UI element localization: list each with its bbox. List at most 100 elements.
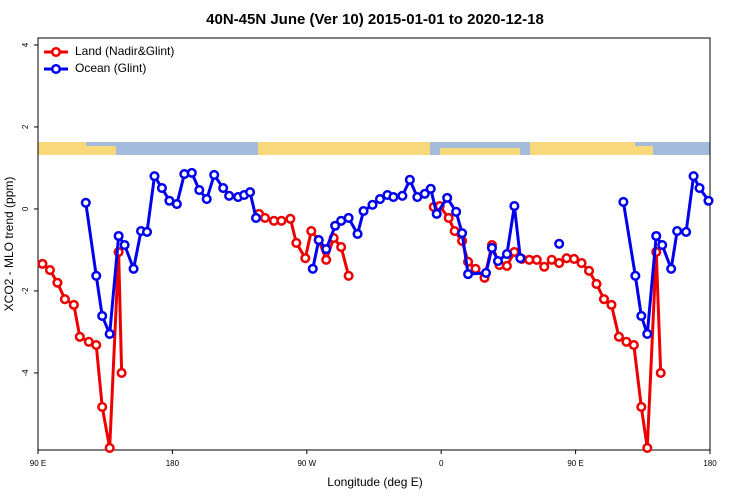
data-point [694, 182, 705, 194]
data-point [515, 253, 526, 264]
data-point [539, 261, 550, 272]
y-tick-label: 2 [21, 124, 30, 129]
data-point [291, 237, 302, 249]
data-point [688, 171, 699, 182]
data-point [554, 238, 565, 249]
data-point [37, 258, 48, 269]
data-point [554, 258, 565, 269]
data-point [104, 442, 115, 454]
legend-label: Ocean (Glint) [75, 61, 146, 75]
data-point [141, 226, 153, 237]
data-point [630, 270, 641, 281]
data-point [672, 226, 683, 237]
y-tick-label: -2 [21, 287, 30, 295]
data-point [655, 367, 666, 378]
data-point [492, 255, 503, 267]
data-point [531, 254, 542, 265]
data-point [119, 239, 130, 251]
data-point [657, 239, 668, 251]
data-point [343, 212, 354, 224]
data-point [104, 328, 115, 340]
data-point [703, 195, 714, 206]
x-tick-label: 90 W [297, 459, 316, 468]
data-point [156, 182, 167, 194]
data-point [358, 205, 369, 217]
data-point [425, 183, 436, 194]
data-point [431, 208, 442, 219]
data-point [113, 230, 124, 242]
data-point [194, 185, 205, 196]
data-point [59, 294, 70, 305]
data-point [116, 367, 127, 378]
legend-marker [50, 63, 62, 75]
x-tick-label: 180 [166, 459, 180, 468]
data-point [250, 212, 262, 224]
data-point [463, 269, 474, 280]
y-tick-label: 0 [21, 206, 30, 211]
x-tick-label: 90 E [30, 459, 46, 468]
data-point [149, 171, 160, 182]
data-point [576, 258, 587, 269]
data-point [91, 340, 102, 351]
data-point [642, 328, 653, 340]
data-point [628, 340, 639, 351]
data-point [300, 253, 311, 264]
data-point [321, 244, 332, 255]
data-point [224, 190, 235, 201]
legend-label: Land (Nadir&Glint) [75, 44, 174, 58]
data-point [44, 264, 55, 276]
data-point [681, 226, 692, 237]
data-point [419, 188, 430, 199]
data-point [636, 310, 647, 321]
data-point [480, 267, 492, 278]
data-point [336, 242, 347, 253]
data-point [442, 192, 453, 203]
series-line [41, 204, 663, 450]
data-point [613, 331, 624, 342]
data-point [218, 182, 229, 194]
data-point [343, 270, 354, 281]
data-point [618, 196, 629, 208]
data-point [330, 220, 341, 231]
data-point [307, 263, 318, 274]
y-tick-label: 4 [21, 42, 30, 47]
data-point [606, 299, 617, 310]
data-point [306, 226, 317, 237]
data-point [651, 230, 662, 242]
data-point [486, 242, 498, 253]
data-point [509, 201, 520, 212]
data-point [259, 212, 271, 224]
data-point [397, 190, 408, 201]
data-point [201, 194, 212, 205]
data-point [443, 212, 454, 224]
data-point [374, 194, 386, 205]
data-point [501, 248, 512, 260]
data-point [367, 199, 378, 210]
data-point [97, 310, 108, 321]
data-point [457, 228, 468, 239]
data-point [313, 235, 324, 246]
data-point [285, 213, 296, 224]
x-axis-label: Longitude (deg E) [327, 475, 422, 489]
data-point [569, 253, 580, 265]
data-point [583, 265, 595, 276]
data-point [666, 263, 677, 274]
x-tick-label: 90 E [567, 459, 583, 468]
data-point [388, 192, 399, 203]
land-ocean-strip [38, 142, 710, 155]
data-point [209, 169, 220, 180]
data-point [404, 174, 415, 185]
data-point [68, 299, 79, 310]
data-point [642, 442, 653, 454]
data-point [470, 263, 481, 274]
data-point [80, 197, 91, 208]
data-point [128, 263, 139, 274]
data-point [91, 270, 102, 281]
x-tick-label: 0 [439, 459, 444, 468]
data-point [186, 167, 197, 178]
data-point [501, 260, 512, 271]
x-tick-label: 180 [703, 459, 717, 468]
data-point [321, 254, 332, 265]
data-point [352, 228, 363, 240]
